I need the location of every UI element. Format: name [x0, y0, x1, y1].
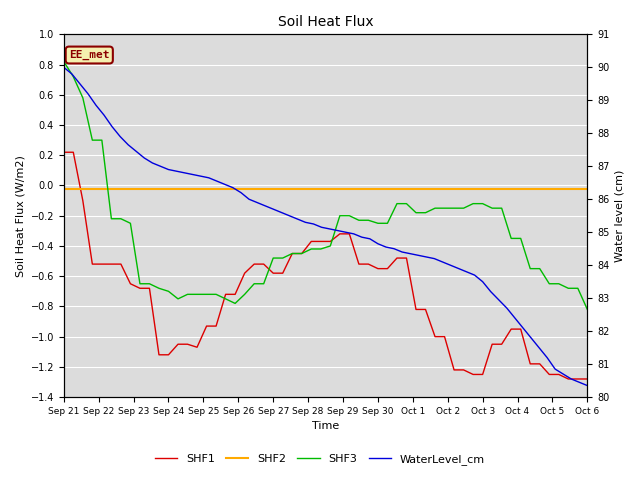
WaterLevel_cm — [189, 172, 196, 178]
SHF3 — [250, 281, 258, 287]
SHF3 — [355, 217, 363, 223]
Title: Soil Heat Flux: Soil Heat Flux — [278, 15, 373, 29]
SHF1 — [403, 255, 410, 261]
SHF1 — [584, 376, 591, 382]
Text: EE_met: EE_met — [69, 50, 109, 60]
SHF1 — [60, 149, 68, 155]
X-axis label: Time: Time — [312, 421, 339, 432]
SHF3 — [403, 201, 410, 206]
Line: SHF1: SHF1 — [64, 152, 588, 379]
SHF1 — [460, 367, 467, 373]
Legend: SHF1, SHF2, SHF3, WaterLevel_cm: SHF1, SHF2, SHF3, WaterLevel_cm — [151, 450, 489, 469]
WaterLevel_cm — [471, 272, 479, 278]
WaterLevel_cm — [221, 181, 228, 187]
WaterLevel_cm — [543, 355, 551, 360]
WaterLevel_cm — [141, 155, 148, 161]
WaterLevel_cm — [60, 64, 68, 70]
SHF1 — [70, 149, 77, 155]
SHF1 — [355, 261, 363, 267]
SHF3 — [584, 307, 591, 312]
SHF3 — [70, 74, 77, 80]
SHF3 — [60, 59, 68, 64]
Y-axis label: Water level (cm): Water level (cm) — [615, 169, 625, 262]
Y-axis label: Soil Heat Flux (W/m2): Soil Heat Flux (W/m2) — [15, 155, 25, 276]
WaterLevel_cm — [584, 383, 591, 388]
SHF1 — [250, 261, 258, 267]
Line: WaterLevel_cm: WaterLevel_cm — [64, 67, 588, 385]
SHF1 — [564, 376, 572, 382]
SHF3 — [383, 220, 391, 226]
SHF3 — [460, 205, 467, 211]
SHF1 — [383, 266, 391, 272]
Line: SHF3: SHF3 — [64, 61, 588, 310]
WaterLevel_cm — [285, 213, 293, 218]
